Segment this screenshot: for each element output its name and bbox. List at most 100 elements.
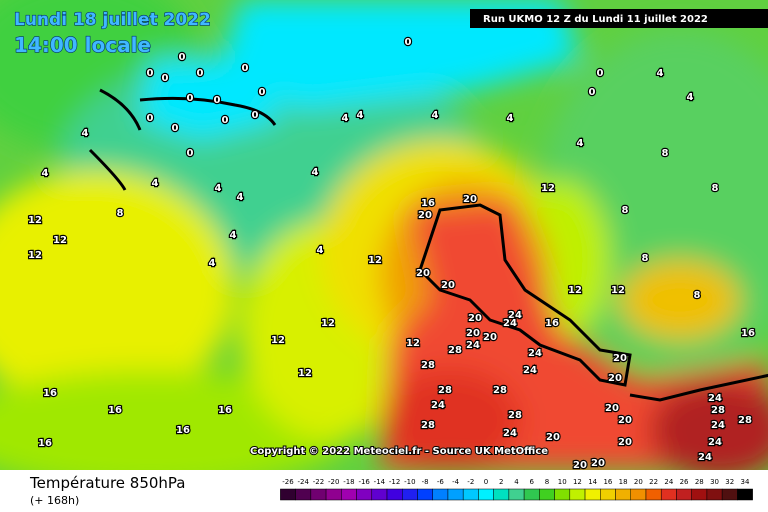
contour-label: 12 xyxy=(406,338,420,349)
contour-label: 4 xyxy=(237,192,244,203)
contour-label: 0 xyxy=(172,123,179,134)
contour-label: 20 xyxy=(418,210,432,221)
contour-label: 4 xyxy=(42,168,49,179)
contour-label: 28 xyxy=(493,385,507,396)
contour-label: 0 xyxy=(162,73,169,84)
contour-label: 16 xyxy=(43,388,57,399)
colorbar-tick-label: -12 xyxy=(389,478,400,486)
contour-label: 12 xyxy=(28,215,42,226)
contour-label: 20 xyxy=(591,458,605,469)
colorbar-tick-label: 32 xyxy=(725,478,734,486)
colorbar-cell xyxy=(325,488,342,501)
contour-label: 28 xyxy=(448,345,462,356)
colorbar-tick-label: 22 xyxy=(649,478,658,486)
colorbar-tick-label: 12 xyxy=(573,478,582,486)
contour-label: 20 xyxy=(618,437,632,448)
colorbar-cell xyxy=(737,488,753,501)
contour-label: 12 xyxy=(271,335,285,346)
colorbar-cell xyxy=(721,488,738,501)
colorbar-tick-label: 4 xyxy=(514,478,519,486)
colorbar-cell xyxy=(660,488,677,501)
colorbar-tick-label: 16 xyxy=(603,478,612,486)
contour-label: 4 xyxy=(230,230,237,241)
contour-label: 0 xyxy=(197,68,204,79)
run-box xyxy=(470,9,768,28)
colorbar-cell xyxy=(645,488,662,501)
colorbar-tick-label: -24 xyxy=(298,478,310,486)
colorbar-tick-label: -18 xyxy=(343,478,354,486)
contour-label: 24 xyxy=(431,400,445,411)
contour-label: 20 xyxy=(468,313,482,324)
colorbar-tick-label: 2 xyxy=(499,478,503,486)
date-label: Lundi 18 juillet 2022 xyxy=(14,10,211,30)
colorbar-tick-label: 10 xyxy=(558,478,567,486)
colorbar-cell xyxy=(706,488,723,501)
contour-label: 0 xyxy=(179,52,186,63)
contour-label: 0 xyxy=(214,95,221,106)
contour-label: 20 xyxy=(618,415,632,426)
colorbar-tick-label: 26 xyxy=(680,478,689,486)
contour-label: 8 xyxy=(622,205,629,216)
contour-label: 28 xyxy=(421,420,435,431)
colorbar-cell xyxy=(280,488,296,501)
colorbar-tick-label: -6 xyxy=(437,478,445,486)
contour-label: 20 xyxy=(573,460,587,471)
contour-label: 12 xyxy=(298,368,312,379)
contour-label: 24 xyxy=(708,393,722,404)
colorbar-tick-label: -2 xyxy=(467,478,474,486)
contour-label: 4 xyxy=(357,110,364,121)
contour-label: 0 xyxy=(187,93,194,104)
contour-label: 12 xyxy=(611,285,625,296)
contour-label: 4 xyxy=(209,258,216,269)
colorbar-cell xyxy=(676,488,692,501)
contour-label: 0 xyxy=(147,68,154,79)
contour-label: 24 xyxy=(708,437,722,448)
colorbar-cell xyxy=(432,488,449,501)
colorbar-cell xyxy=(630,488,647,501)
contour-label: 0 xyxy=(187,148,194,159)
contour-label: 20 xyxy=(416,268,430,279)
contour-label: 4 xyxy=(507,113,514,124)
contour-label: 12 xyxy=(28,250,42,261)
contour-label: 16 xyxy=(38,438,52,449)
colorbar-cell xyxy=(447,488,464,501)
colorbar-tick-label: -26 xyxy=(282,478,294,486)
contour-label: 8 xyxy=(712,183,719,194)
temperature-field xyxy=(0,0,768,470)
contour-label: 12 xyxy=(368,255,382,266)
contour-label: 0 xyxy=(242,63,249,74)
contour-label: 0 xyxy=(259,87,266,98)
contour-label: 4 xyxy=(687,92,694,103)
colorbar-cell xyxy=(584,488,601,501)
contour-label: 20 xyxy=(463,194,477,205)
colorbar-tick-label: -4 xyxy=(452,478,460,486)
contour-label: 0 xyxy=(147,113,154,124)
contour-label: 8 xyxy=(694,290,701,301)
contour-label: 24 xyxy=(508,310,522,321)
colorbar-tick-label: -8 xyxy=(422,478,429,486)
colorbar-tick-label: 8 xyxy=(545,478,549,486)
contour-label: 24 xyxy=(466,340,480,351)
colorbar-cell xyxy=(295,488,312,501)
colorbar-tick-label: -10 xyxy=(404,478,415,486)
contour-label: 28 xyxy=(738,415,752,426)
contour-label: 16 xyxy=(741,328,755,339)
contour-label: 24 xyxy=(711,420,725,431)
contour-label: 4 xyxy=(342,113,349,124)
contour-label: 16 xyxy=(421,198,435,209)
contour-label: 8 xyxy=(662,148,669,159)
colorbar-cell xyxy=(341,488,357,501)
colorbar-cell xyxy=(508,488,525,501)
colorbar-tick-label: 18 xyxy=(619,478,628,486)
contour-label: 4 xyxy=(215,183,222,194)
colorbar-cell xyxy=(371,488,388,501)
contour-label: 24 xyxy=(503,318,517,329)
colorbar-cell xyxy=(417,488,433,501)
colorbar-cell xyxy=(691,488,708,501)
colorbar-tick-label: 14 xyxy=(588,478,597,486)
contour-label: 28 xyxy=(421,360,435,371)
contour-label: 12 xyxy=(321,318,335,329)
contour-label: 20 xyxy=(483,332,497,343)
contour-label: 16 xyxy=(108,405,122,416)
